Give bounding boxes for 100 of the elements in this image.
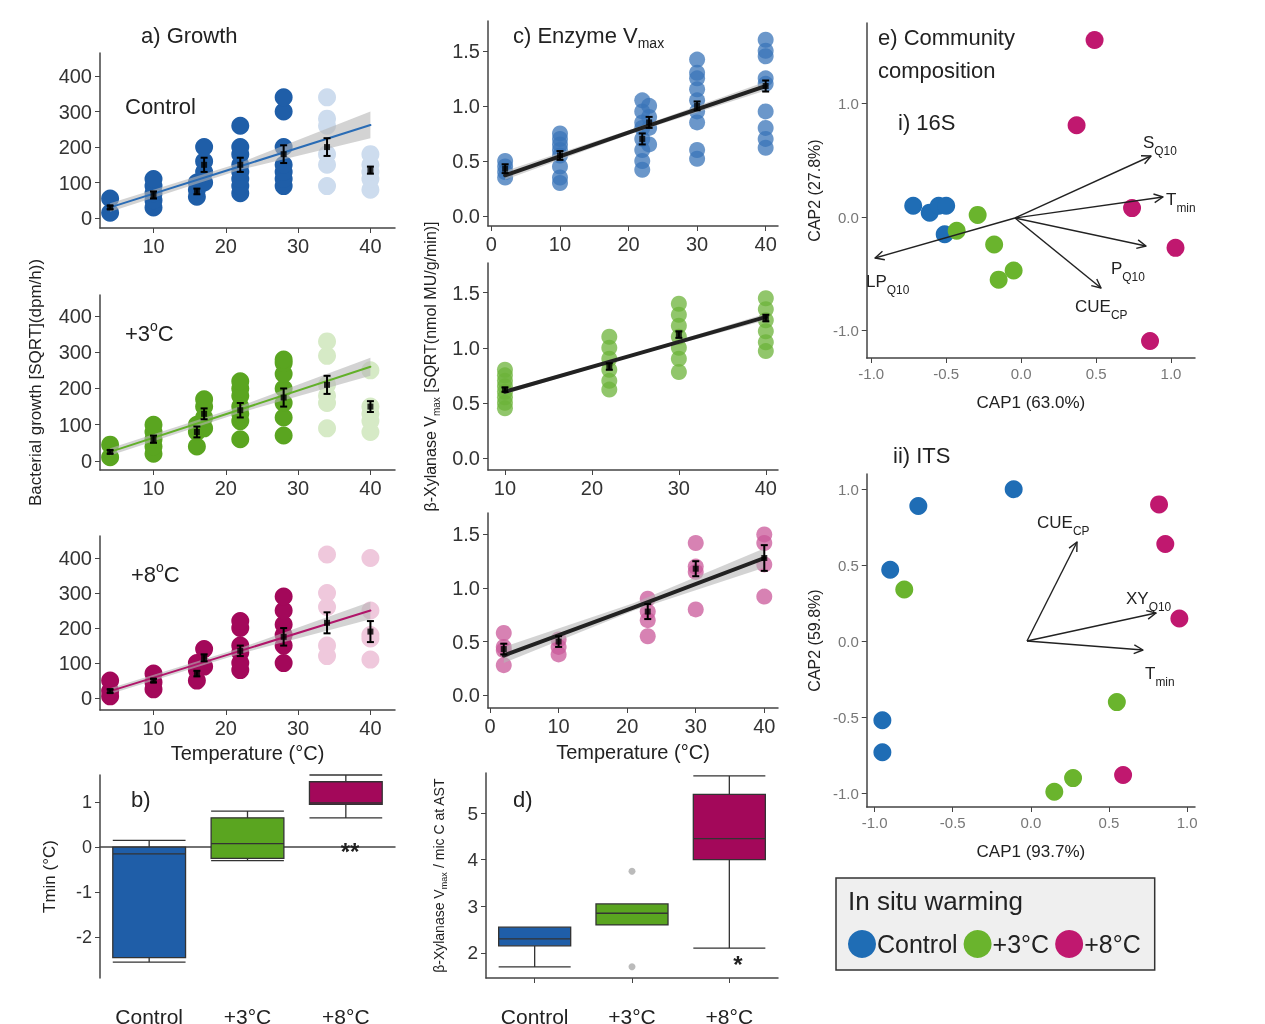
annotation: T$_{min}$ bbox=[1166, 190, 1196, 215]
y-tick-label: -1.0 bbox=[832, 322, 859, 340]
x-tick-label: 10 bbox=[142, 477, 165, 499]
y-tick-label: 1.5 bbox=[452, 523, 480, 546]
chart-title: ii) ITS bbox=[893, 443, 951, 468]
y-tick-label: 2 bbox=[467, 942, 478, 964]
y-tick-label: 300 bbox=[58, 341, 92, 364]
x-tick-label: 10 bbox=[493, 477, 517, 499]
x-tick-label: -0.5 bbox=[933, 365, 960, 382]
x-tick-label: +8°C bbox=[322, 1005, 370, 1024]
y-tick-label: 0.5 bbox=[452, 149, 480, 172]
chart-title: a) Growth bbox=[141, 23, 238, 48]
y-tick-label: -2 bbox=[75, 927, 92, 948]
annotation: P$_{Q10}$ bbox=[1111, 259, 1146, 284]
y-tick-label: 0.0 bbox=[452, 684, 480, 707]
legend-label: Control bbox=[877, 930, 958, 958]
y-tick-label: 400 bbox=[58, 65, 92, 88]
text: d) bbox=[513, 787, 533, 812]
annotation: CUE$_{CP}$ bbox=[1075, 297, 1128, 322]
y-axis-title: CAP2 (59.8%) bbox=[805, 589, 823, 692]
x-tick-label: -0.5 bbox=[939, 814, 966, 831]
y-tick-label: 100 bbox=[58, 171, 92, 194]
y-tick-label: 0 bbox=[80, 687, 92, 710]
x-tick-label: 30 bbox=[685, 233, 709, 255]
text: b) bbox=[131, 787, 151, 812]
y-tick-label: 0.0 bbox=[837, 208, 859, 226]
x-tick-label: 0.0 bbox=[1010, 365, 1032, 382]
x-tick-label: 30 bbox=[684, 715, 707, 737]
y-tick-label: 5 bbox=[467, 802, 478, 824]
x-tick-label: +8°C bbox=[705, 1005, 754, 1024]
y-tick-label: 0.5 bbox=[837, 556, 859, 574]
x-tick-label: 1.0 bbox=[1160, 365, 1182, 382]
x-tick-label: 20 bbox=[214, 477, 237, 499]
x-tick-label: 20 bbox=[616, 715, 639, 737]
x-tick-label: 0.5 bbox=[1085, 365, 1107, 382]
y-tick-label: 0 bbox=[80, 207, 92, 230]
annotation: T$_{min}$ bbox=[1145, 664, 1175, 689]
y-tick-label: 0.0 bbox=[452, 205, 480, 228]
x-axis-title: CAP1 (93.7%) bbox=[976, 842, 1086, 861]
y-tick-label: 1.5 bbox=[452, 39, 480, 62]
y-tick-label: 400 bbox=[58, 547, 92, 570]
x-tick-label: 1.0 bbox=[1176, 814, 1198, 831]
x-tick-label: 0 bbox=[485, 233, 497, 255]
y-tick-label: 1.0 bbox=[452, 336, 480, 359]
x-tick-label: +3°C bbox=[608, 1005, 656, 1024]
text: i) 16S bbox=[898, 109, 956, 135]
x-tick-label: 0 bbox=[484, 715, 496, 737]
legend-label: +8°C bbox=[1084, 930, 1141, 958]
y-tick-label: 1.0 bbox=[837, 95, 859, 113]
y-tick-label: 0.5 bbox=[452, 391, 480, 414]
y-tick-label: 0.0 bbox=[837, 632, 859, 650]
y-axis-title: Tmin (°C) bbox=[40, 840, 59, 913]
x-tick-label: 30 bbox=[667, 477, 690, 499]
y-axis-title: CAP2 (27.8%) bbox=[805, 139, 823, 242]
y-tick-label: 0 bbox=[81, 837, 92, 858]
y-tick-label: 1.5 bbox=[452, 281, 480, 304]
x-tick-label: -1.0 bbox=[861, 814, 888, 831]
x-tick-label: 40 bbox=[754, 477, 777, 499]
x-tick-label: Control bbox=[500, 1005, 569, 1024]
x-tick-label: 10 bbox=[548, 233, 572, 255]
x-tick-label: 10 bbox=[547, 715, 570, 737]
legend-title: In situ warming bbox=[848, 886, 1023, 916]
y-tick-label: 200 bbox=[58, 136, 92, 159]
x-tick-label: 40 bbox=[359, 717, 382, 739]
y-axis-title: β-Xylanase Vmax [SQRT(nmol MU/g/min)] bbox=[422, 221, 442, 512]
y-tick-label: 1.0 bbox=[452, 94, 480, 117]
x-tick-label: +3°C bbox=[223, 1005, 272, 1024]
y-tick-label: -1 bbox=[75, 882, 92, 903]
x-axis-title: Temperature (°C) bbox=[170, 741, 325, 764]
x-tick-label: Control bbox=[115, 1005, 184, 1024]
x-tick-label: 30 bbox=[286, 477, 310, 499]
x-tick-label: 40 bbox=[753, 715, 776, 737]
legend-label: +3°C bbox=[992, 930, 1050, 958]
y-tick-label: 200 bbox=[58, 617, 92, 640]
y-tick-label: 300 bbox=[58, 582, 92, 605]
y-tick-label: 300 bbox=[58, 100, 92, 123]
x-axis-title: Temperature (°C) bbox=[556, 741, 710, 763]
y-tick-label: 4 bbox=[467, 849, 479, 871]
y-tick-label: 0.5 bbox=[452, 630, 480, 653]
x-tick-label: 0.5 bbox=[1098, 814, 1120, 831]
annotation: S$_{Q10}$ bbox=[1143, 133, 1178, 158]
x-tick-label: 10 bbox=[142, 717, 165, 739]
text: e) Community composition bbox=[878, 25, 1022, 83]
x-tick-label: 20 bbox=[214, 717, 237, 739]
y-tick-label: 200 bbox=[58, 377, 92, 400]
y-tick-label: -1.0 bbox=[832, 784, 859, 802]
x-tick-label: 30 bbox=[286, 235, 310, 257]
y-tick-label: 100 bbox=[58, 652, 92, 675]
y-tick-label: 0.0 bbox=[452, 446, 480, 469]
y-tick-label: 1 bbox=[81, 792, 92, 813]
annotation: * bbox=[733, 951, 744, 978]
y-tick-label: 100 bbox=[58, 413, 92, 436]
x-tick-label: 10 bbox=[142, 235, 165, 257]
x-tick-label: 0.0 bbox=[1020, 814, 1042, 831]
x-tick-label: 40 bbox=[359, 477, 382, 499]
y-tick-label: 3 bbox=[467, 895, 478, 917]
x-tick-label: 40 bbox=[359, 235, 382, 257]
x-tick-label: 40 bbox=[754, 233, 777, 255]
x-tick-label: 20 bbox=[617, 233, 640, 255]
text: Control bbox=[125, 93, 196, 119]
